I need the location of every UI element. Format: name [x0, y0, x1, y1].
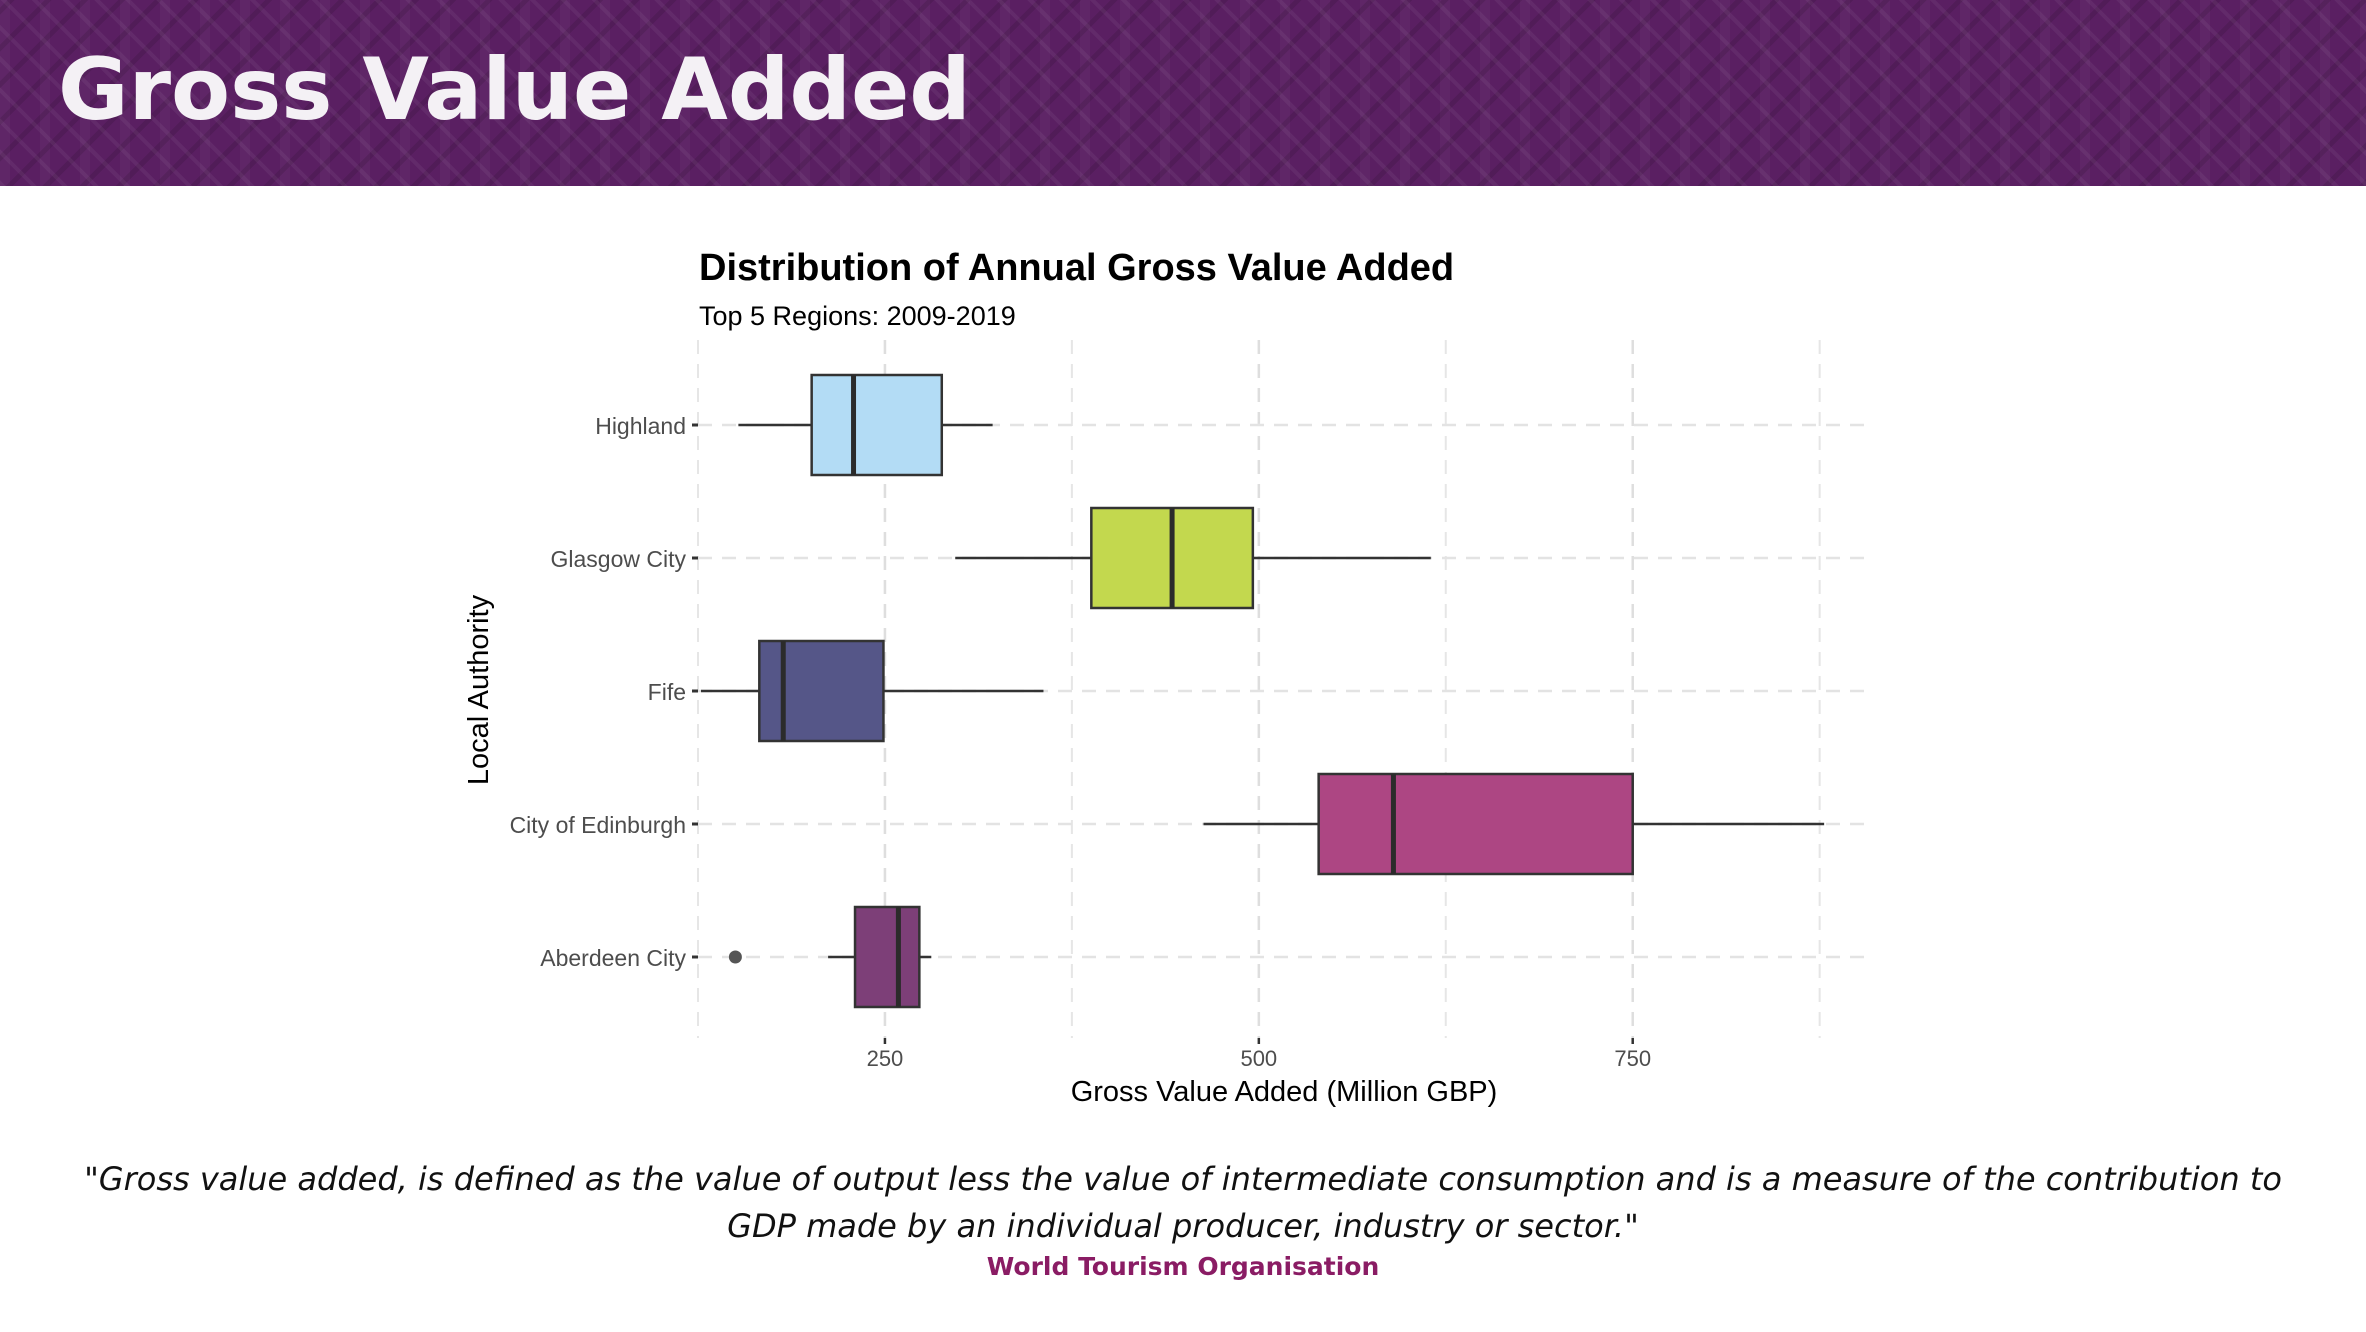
x-tick-label: 250 [867, 1046, 904, 1071]
box-iqr [758, 639, 885, 743]
chart-title: Distribution of Annual Gross Value Added [699, 247, 1454, 289]
y-tick-label: Glasgow City [551, 546, 687, 572]
header-banner: Gross Value Added [0, 0, 2366, 186]
y-axis-label: Local Authority [463, 594, 495, 785]
y-tick-label: Highland [595, 413, 686, 439]
boxplot-chart: Distribution of Annual Gross Value Added… [463, 247, 1872, 1108]
box-iqr [810, 373, 944, 477]
y-tick-label: City of Edinburgh [510, 812, 686, 838]
page-title: Gross Value Added [58, 40, 971, 140]
y-tick-label: Fife [648, 679, 686, 705]
y-tick-label: Aberdeen City [540, 945, 686, 971]
outlier-point [728, 950, 742, 964]
x-axis-label: Gross Value Added (Million GBP) [1071, 1076, 1498, 1108]
chart-subtitle: Top 5 Regions: 2009-2019 [699, 301, 1016, 331]
quote-source: World Tourism Organisation [986, 1252, 1380, 1281]
x-tick-label: 500 [1240, 1046, 1277, 1071]
box-iqr [1317, 772, 1634, 876]
box-iqr [853, 905, 921, 1009]
definition-quote: "Gross value added, is defined as the va… [84, 1160, 2282, 1245]
x-tick-label: 750 [1614, 1046, 1651, 1071]
